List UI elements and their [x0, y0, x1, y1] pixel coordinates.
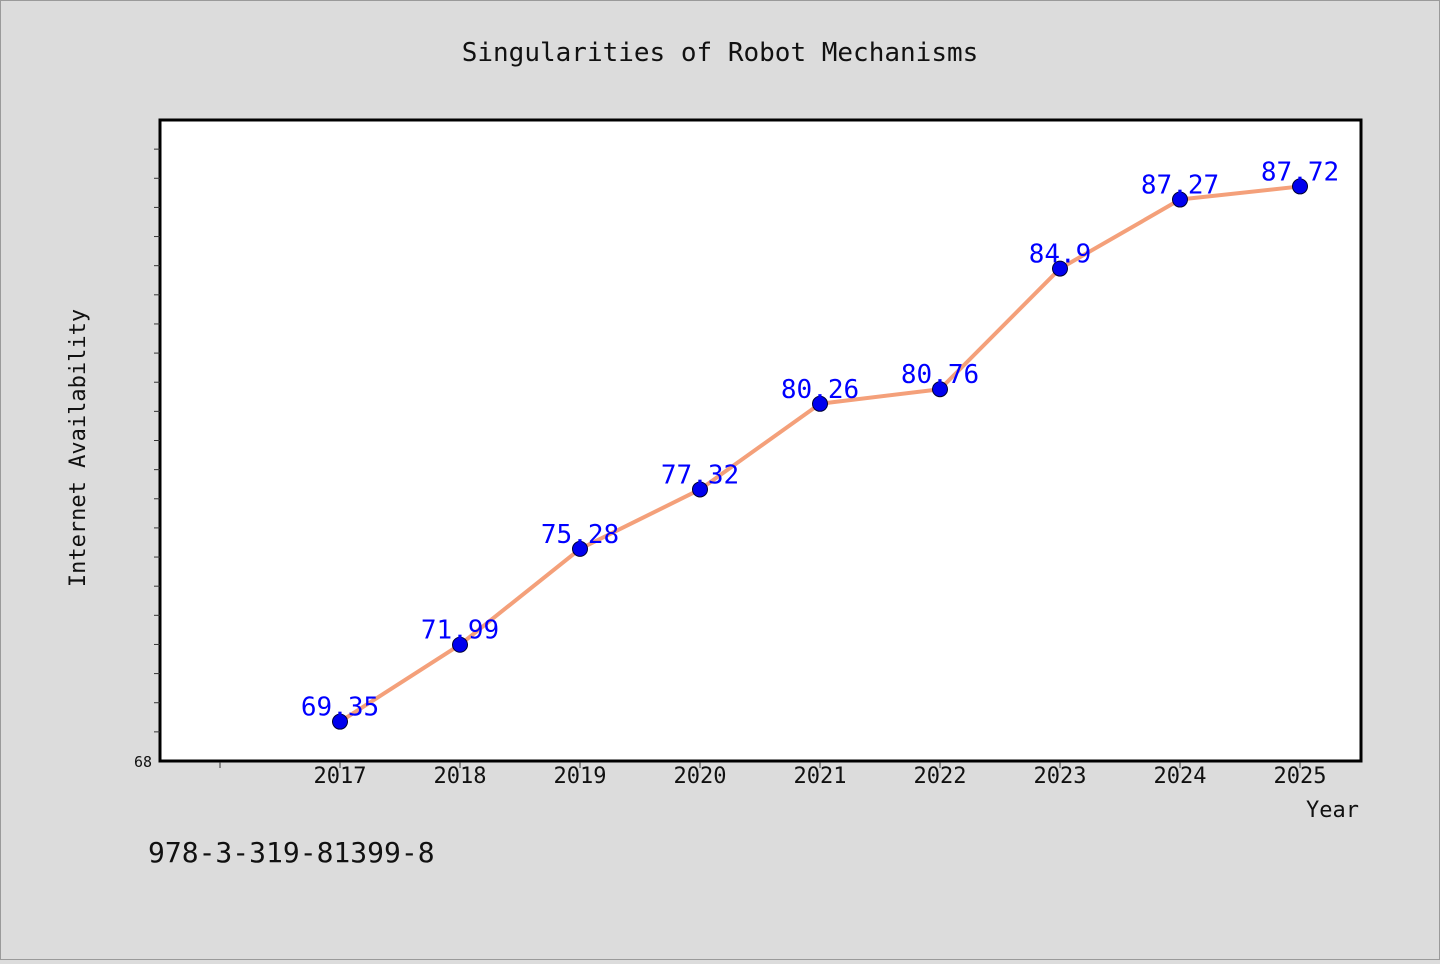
y-axis-label: Internet Availability [66, 309, 91, 587]
plot-area [158, 118, 1363, 763]
data-label: 77.32 [661, 460, 739, 490]
data-point [332, 713, 348, 730]
x-axis-ticks: 2017 2018 2019 2020 2021 2022 2023 2024 2025 [219, 762, 1327, 789]
x-tick-label: 2024 [1154, 764, 1207, 789]
data-point [932, 381, 948, 398]
data-point [1052, 260, 1068, 277]
data-point [692, 481, 708, 498]
chart-title: Singularities of Robot Mechanisms [462, 38, 979, 68]
data-point [812, 395, 828, 412]
series-layer: 69.35 71.99 75.28 77.32 80.26 80.76 84.9 87.27 8… [301, 157, 1339, 730]
data-label: 71.99 [421, 616, 499, 646]
x-tick-label: 2023 [1034, 764, 1087, 789]
isbn-text: 978-3-319-81399-8 [148, 836, 435, 869]
x-tick-label: 2019 [554, 764, 607, 789]
data-label: 84.9 [1029, 240, 1092, 270]
x-tick-label: 2017 [314, 764, 367, 789]
x-tick-label: 2025 [1274, 764, 1327, 789]
y-axis-ticks: 68 [134, 148, 160, 771]
data-label: 75.28 [541, 520, 619, 550]
data-label: 87.72 [1261, 157, 1339, 187]
x-tick-label: 2020 [674, 764, 727, 789]
x-axis-label: Year [1306, 798, 1359, 823]
x-tick-label: 2018 [434, 764, 487, 789]
data-point [1292, 178, 1308, 195]
data-label: 69.35 [301, 693, 379, 723]
data-label: 80.76 [901, 360, 979, 390]
data-point [572, 540, 588, 557]
data-label: 80.26 [781, 375, 859, 405]
x-tick-label: 2022 [914, 764, 967, 789]
x-tick-label: 2021 [794, 764, 847, 789]
y-tick-label: 68 [134, 753, 152, 771]
data-point [1172, 191, 1188, 208]
data-label: 87.27 [1141, 171, 1219, 201]
data-point [452, 636, 468, 653]
